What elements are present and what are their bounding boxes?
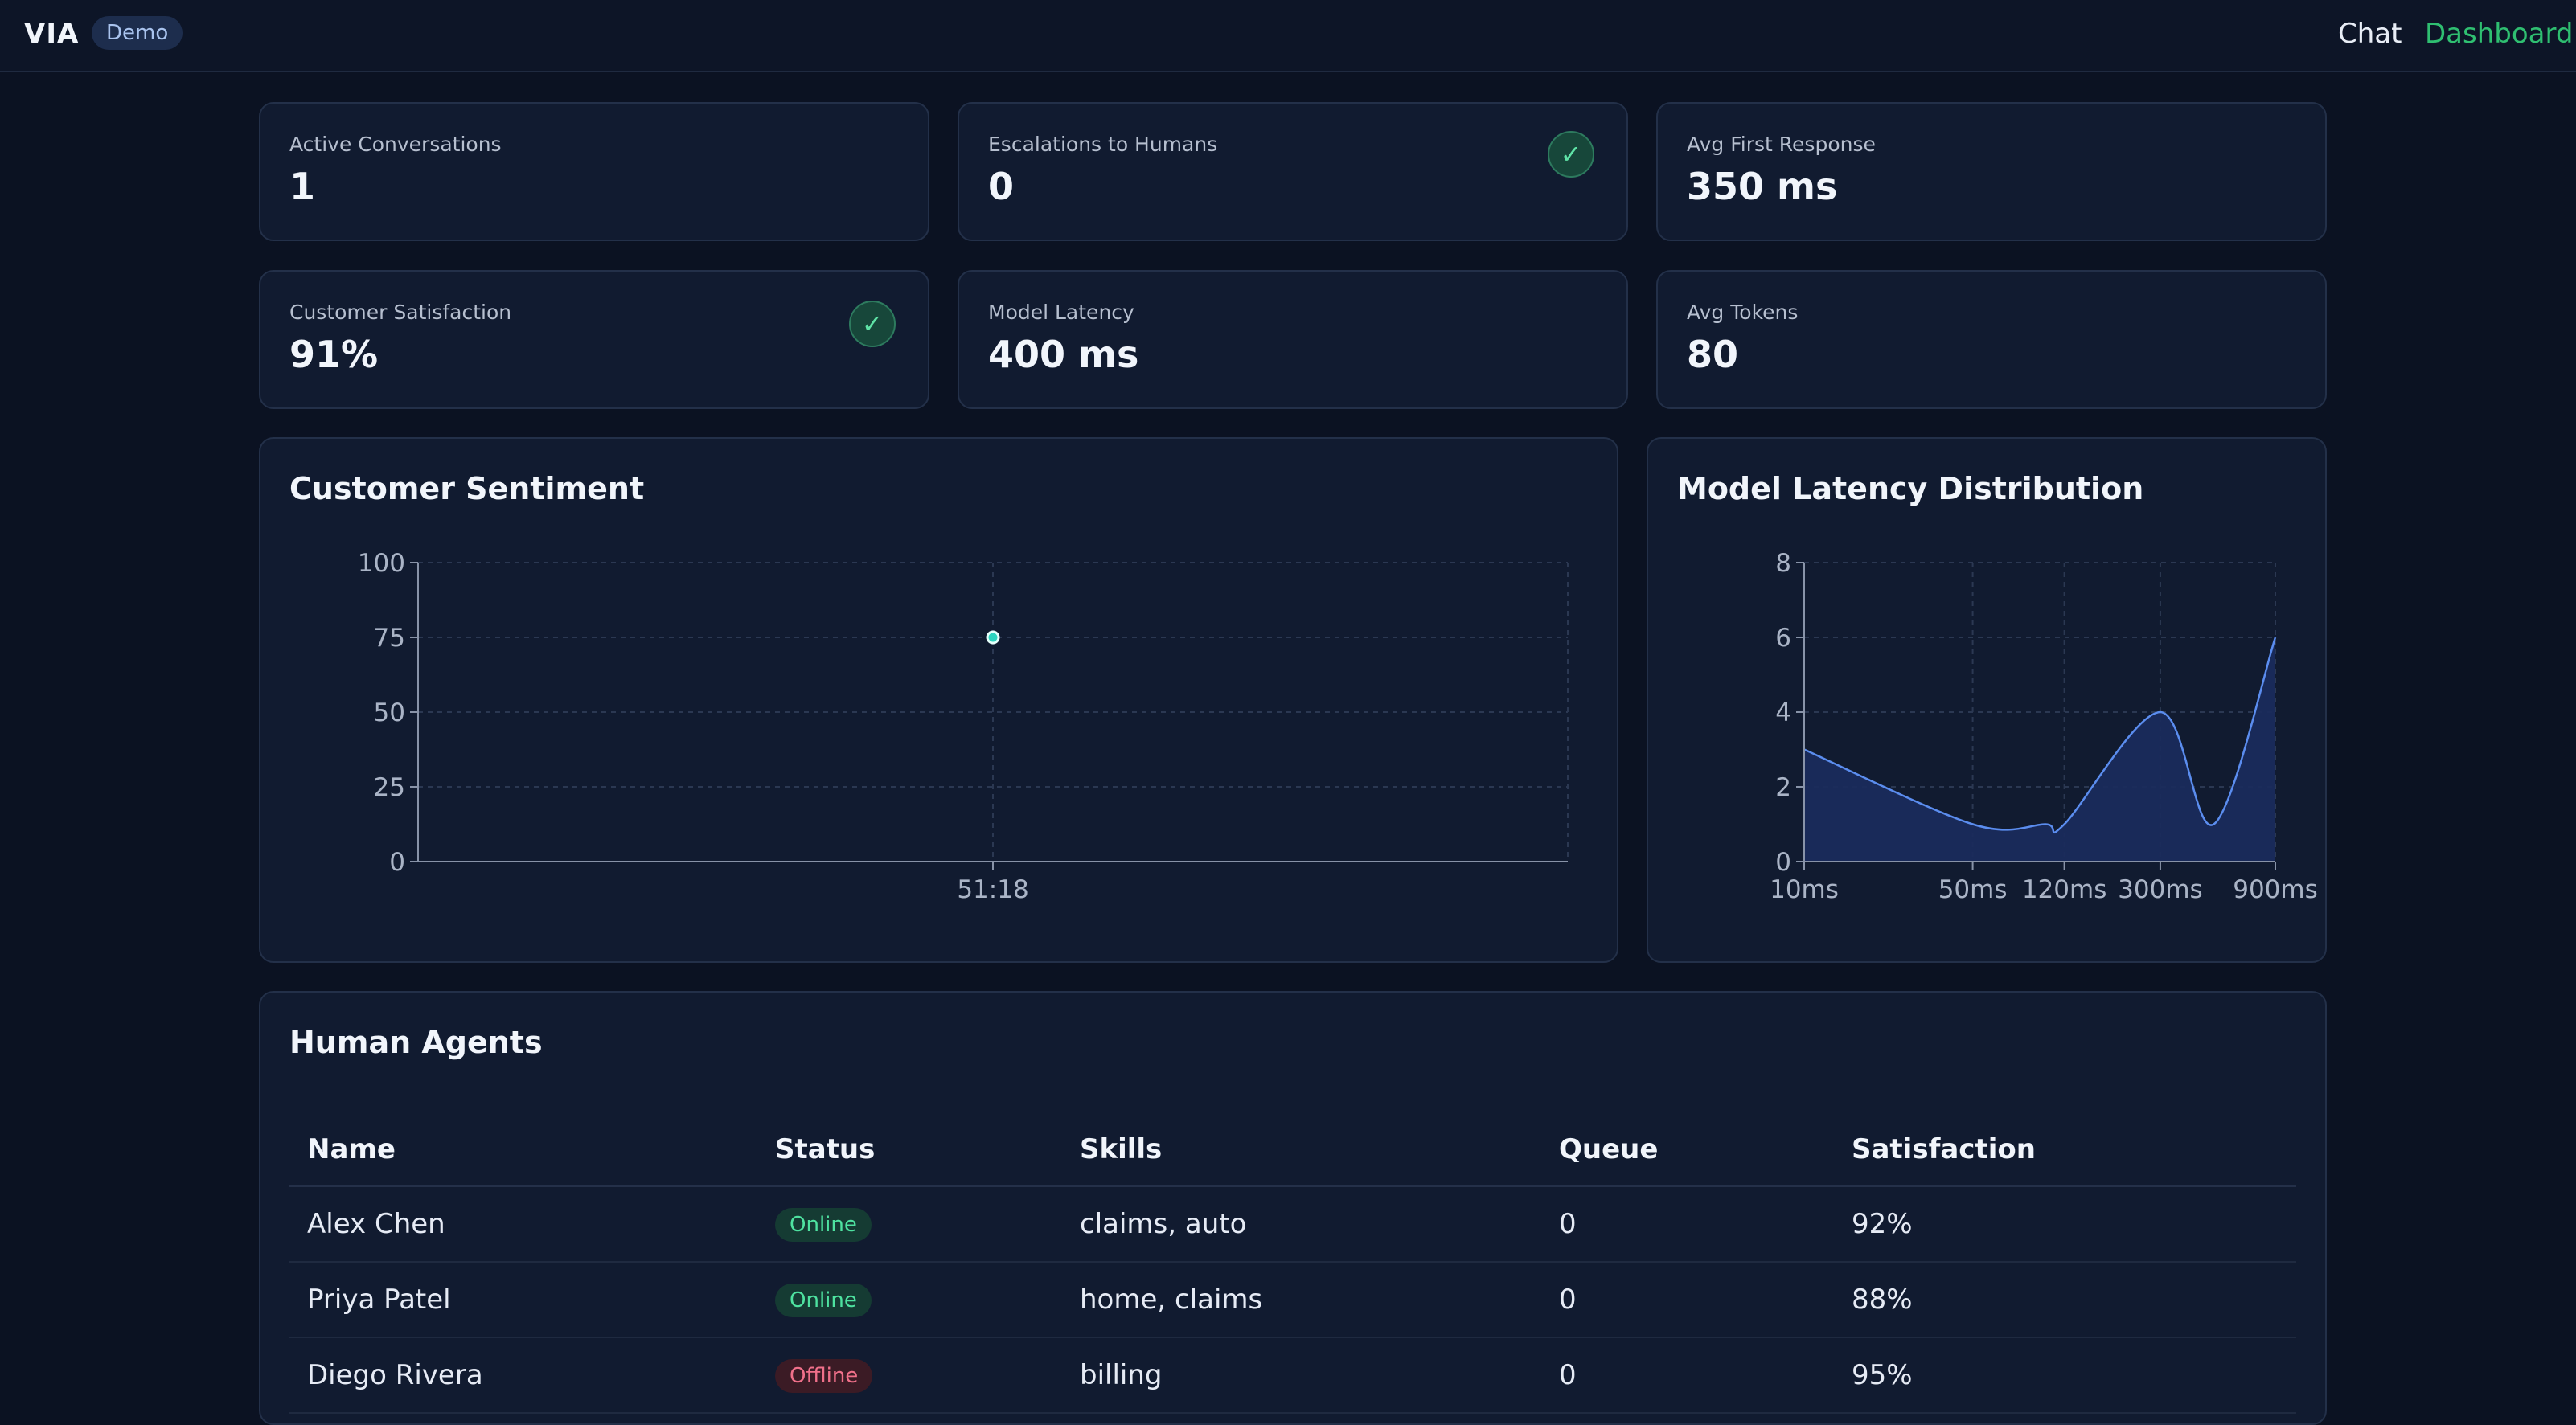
status-badge: Online <box>775 1284 872 1317</box>
agents-table: Name Status Skills Queue Satisfaction Al… <box>289 1113 2296 1414</box>
status-badge: Online <box>775 1208 872 1242</box>
y-tick-label: 2 <box>1775 773 1791 802</box>
demo-badge: Demo <box>92 16 183 50</box>
y-tick-label: 0 <box>1775 848 1791 877</box>
kpi-card-avg-first-response: Avg First Response 350 ms <box>1656 102 2327 241</box>
brand-logo[interactable]: VIA <box>24 18 80 50</box>
agent-satisfaction: 88% <box>1834 1262 2296 1338</box>
agent-skills: billing <box>1062 1337 1541 1414</box>
nav-dashboard-link[interactable]: Dashboard <box>2425 18 2574 50</box>
latency-chart-panel: Model Latency Distribution 0 2 4 6 8 10ms 50ms… <box>1647 437 2327 963</box>
kpi-card-active-conversations: Active Conversations 1 <box>259 102 929 241</box>
table-header-row: Name Status Skills Queue Satisfaction <box>289 1113 2296 1187</box>
kpi-value: 80 <box>1687 333 1739 376</box>
agent-status-cell: Offline <box>757 1337 1062 1414</box>
kpi-value: 1 <box>289 165 316 208</box>
y-tick-label: 25 <box>374 773 405 802</box>
agent-queue: 0 <box>1541 1262 1834 1338</box>
kpi-label: Avg First Response <box>1687 133 1876 156</box>
y-tick-label: 75 <box>374 624 405 653</box>
sentiment-point <box>986 630 1000 645</box>
kpi-card-avg-tokens: Avg Tokens 80 <box>1656 270 2327 409</box>
agent-queue: 0 <box>1541 1337 1834 1414</box>
column-header-skills[interactable]: Skills <box>1062 1113 1541 1187</box>
sentiment-chart: 0 25 50 75 100 51:18 <box>358 549 1569 904</box>
agent-skills: claims, auto <box>1062 1186 1541 1263</box>
kpi-card-model-latency: Model Latency 400 ms <box>958 270 1628 409</box>
x-tick-label: 300ms <box>2118 875 2203 904</box>
check-icon: ✓ <box>849 301 896 347</box>
kpi-label: Active Conversations <box>289 133 502 156</box>
kpi-card-escalations: Escalations to Humans 0 ✓ <box>958 102 1628 241</box>
kpi-value: 0 <box>988 165 1015 208</box>
agent-satisfaction: 95% <box>1834 1337 2296 1414</box>
agent-status-cell: Online <box>757 1186 1062 1263</box>
sentiment-chart-title: Customer Sentiment <box>289 471 645 506</box>
kpi-value: 400 ms <box>988 333 1139 376</box>
column-header-queue[interactable]: Queue <box>1541 1113 1834 1187</box>
x-tick-label: 51:18 <box>957 875 1028 904</box>
kpi-label: Escalations to Humans <box>988 133 1218 156</box>
y-tick-label: 6 <box>1775 624 1791 653</box>
status-badge: Offline <box>775 1359 873 1393</box>
table-row[interactable]: Priya Patel Online home, claims 0 88% <box>289 1262 2296 1338</box>
agent-queue: 0 <box>1541 1186 1834 1263</box>
human-agents-title: Human Agents <box>289 1025 543 1060</box>
y-tick-label: 0 <box>389 848 405 877</box>
agent-name: Priya Patel <box>289 1262 757 1338</box>
x-tick-label: 10ms <box>1770 875 1839 904</box>
latency-chart: 0 2 4 6 8 10ms 50ms 120ms 300ms 900ms <box>1770 549 2318 904</box>
latency-series-line <box>1803 637 2277 834</box>
y-tick-label: 100 <box>358 549 405 578</box>
kpi-value: 350 ms <box>1687 165 1838 208</box>
x-tick-label: 50ms <box>1938 875 2008 904</box>
x-tick-label: 900ms <box>2233 875 2318 904</box>
kpi-label: Model Latency <box>988 301 1134 324</box>
column-header-status[interactable]: Status <box>757 1113 1062 1187</box>
top-bar: VIA Demo Chat Dashboard <box>0 0 2576 72</box>
kpi-label: Customer Satisfaction <box>289 301 512 324</box>
x-tick-label: 120ms <box>2022 875 2107 904</box>
sentiment-chart-panel: Customer Sentiment 0 25 50 75 100 51:18 <box>259 437 1618 963</box>
agent-name: Diego Rivera <box>289 1337 757 1414</box>
latency-chart-title: Model Latency Distribution <box>1677 471 2144 506</box>
kpi-card-customer-satisfaction: Customer Satisfaction 91% ✓ <box>259 270 929 409</box>
y-tick-label: 4 <box>1775 698 1791 727</box>
agent-satisfaction: 92% <box>1834 1186 2296 1263</box>
agent-status-cell: Online <box>757 1262 1062 1338</box>
column-header-satisfaction[interactable]: Satisfaction <box>1834 1113 2296 1187</box>
kpi-value: 91% <box>289 333 379 376</box>
y-tick-label: 50 <box>374 698 405 727</box>
nav-chat-link[interactable]: Chat <box>2338 18 2402 50</box>
table-row[interactable]: Diego Rivera Offline billing 0 95% <box>289 1337 2296 1414</box>
column-header-name[interactable]: Name <box>289 1113 757 1187</box>
check-icon: ✓ <box>1548 131 1594 178</box>
human-agents-panel: Human Agents Name Status Skills Queue Sa… <box>259 991 2327 1425</box>
agent-name: Alex Chen <box>289 1186 757 1263</box>
kpi-label: Avg Tokens <box>1687 301 1799 324</box>
agent-skills: home, claims <box>1062 1262 1541 1338</box>
latency-area-fill <box>1804 637 2275 862</box>
table-row[interactable]: Alex Chen Online claims, auto 0 92% <box>289 1186 2296 1263</box>
y-tick-label: 8 <box>1775 549 1791 578</box>
